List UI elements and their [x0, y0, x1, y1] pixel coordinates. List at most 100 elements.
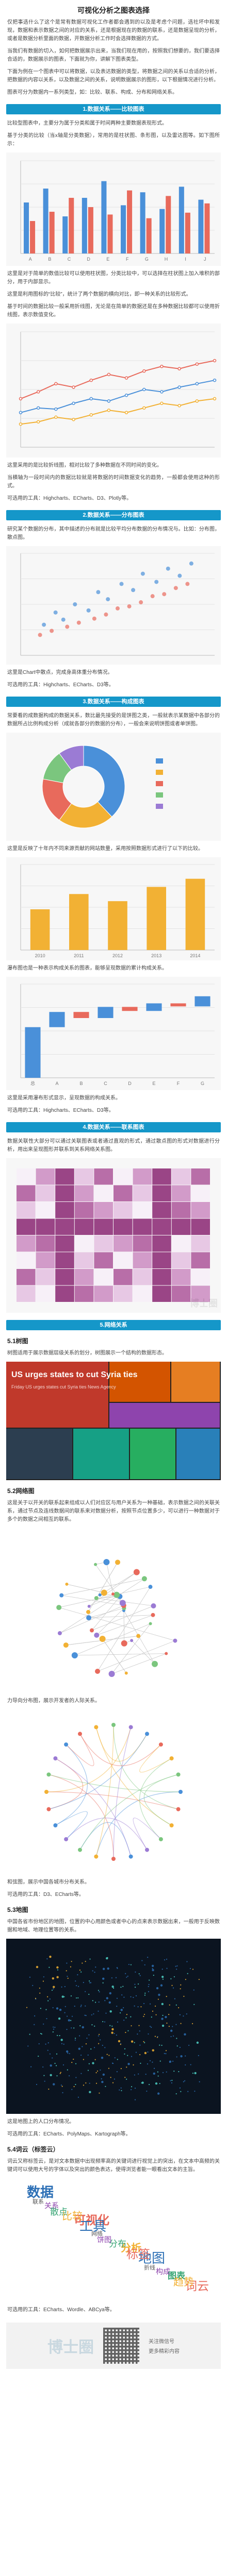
map-dot — [185, 1979, 186, 1980]
map-dot — [179, 2087, 181, 2089]
heatmap-cell — [36, 1185, 55, 1201]
map-dot — [29, 1976, 31, 1978]
figure-stacked-bar: 2010 2011 2012 2013 2014 — [6, 857, 221, 960]
map-dot — [185, 2055, 186, 2057]
map-dot — [113, 2078, 116, 2080]
map-dot — [92, 2000, 93, 2002]
map-dot — [74, 2005, 75, 2007]
map-dot — [49, 1998, 51, 2000]
map-dot — [85, 1991, 86, 1992]
map-dot — [131, 2086, 133, 2088]
scatter-point — [76, 620, 81, 625]
chord-node — [94, 1725, 99, 1730]
network-node — [149, 1622, 152, 1625]
network-node — [119, 1600, 126, 1606]
map-dot — [100, 2069, 101, 2071]
map-dot — [77, 1986, 79, 1987]
network-node — [133, 1569, 140, 1575]
chord-link — [95, 1727, 148, 1762]
heatmap-cell — [133, 1252, 152, 1268]
bar — [24, 202, 29, 253]
section-text: 基于时间的数据比较一般采用折线图，无论是在简单的数据还是在多种数据比较都可以使用… — [7, 304, 220, 318]
map-dot — [127, 2030, 129, 2031]
heatmap-cell — [113, 1185, 133, 1201]
scatter-point — [162, 592, 167, 597]
scatter-point — [131, 588, 136, 592]
map-dot — [180, 2091, 182, 2092]
map-dot — [149, 2026, 151, 2027]
heatmap-cell — [113, 1269, 133, 1285]
heatmap-cell — [74, 1168, 94, 1185]
x-tick-label: G — [145, 257, 149, 262]
network-node — [94, 1632, 100, 1638]
map-dot — [101, 2078, 102, 2080]
subsection-title: 5.1树图 — [7, 1337, 28, 1345]
bar-chart: A B C D E F G H I J — [20, 160, 215, 262]
map-dot — [184, 2033, 186, 2036]
bar — [140, 192, 145, 253]
section-text: 这里是反映了十年内不同来源贡献的网站数量，采用按照数据形式进行了以下的比较。 — [7, 846, 203, 852]
network-edge — [131, 1640, 155, 1665]
map-dot — [43, 2023, 44, 2025]
qr-code — [103, 2328, 139, 2364]
network-node — [94, 1563, 98, 1566]
map-dot — [29, 2033, 30, 2035]
map-dot — [80, 2054, 82, 2056]
map-dot — [151, 2016, 152, 2018]
figure-treemap: US urges states to cut Syria ties Friday … — [6, 1362, 221, 1480]
force-network-graph — [56, 1558, 177, 1677]
map-dot — [71, 1961, 72, 1962]
map-dot — [180, 1984, 182, 1986]
map-dot — [71, 2015, 73, 2017]
bar — [166, 196, 171, 253]
map-dot — [98, 2035, 99, 2037]
map-dot — [119, 2012, 121, 2014]
map-dot — [111, 1985, 114, 1988]
map-dot — [34, 2015, 36, 2016]
line-point — [213, 397, 217, 401]
x-tick-label: C — [104, 1081, 107, 1086]
map-dot — [53, 1986, 55, 1988]
heatmap-cell — [113, 1168, 133, 1185]
scatter-point — [96, 590, 101, 595]
map-dot — [119, 2089, 120, 2091]
map-dot — [111, 2025, 113, 2027]
map-dot — [80, 2073, 82, 2074]
treemap-tile — [6, 1362, 108, 1428]
scatter-point — [189, 561, 193, 566]
figure-bar-chart: A B C D E F G H I J — [6, 152, 221, 266]
map-dot — [71, 2089, 73, 2090]
line-point — [124, 376, 128, 380]
map-dot — [154, 2036, 156, 2037]
heatmap-cell — [17, 1168, 36, 1185]
pie-slice — [59, 745, 84, 771]
x-tick-label: J — [204, 257, 206, 262]
map-dot — [98, 1990, 100, 1991]
chord-link — [48, 1758, 84, 1810]
chord-link — [79, 1774, 179, 1850]
map-dot — [135, 1995, 137, 1996]
footer-promo: 博士圈 关注微信号 更多精彩内容 — [6, 2323, 221, 2369]
cloud-word: 比较 — [62, 2210, 83, 2222]
series-line — [20, 360, 215, 399]
map-dot — [61, 1995, 64, 1998]
line-point — [177, 367, 181, 370]
heatmap-cell — [74, 1269, 94, 1285]
map-dot — [174, 1998, 175, 1999]
map-dot — [82, 2046, 83, 2047]
map-dot — [94, 2025, 95, 2027]
map-dot — [80, 2004, 82, 2006]
map-dot — [130, 2016, 132, 2018]
chord-node — [145, 1848, 149, 1852]
map-dot — [135, 1987, 136, 1988]
map-dot — [83, 2059, 84, 2060]
map-dot — [26, 2007, 28, 2008]
network-node — [108, 1670, 115, 1677]
scatter-point — [150, 594, 155, 599]
legend-swatch — [156, 781, 163, 786]
map-dot — [131, 2040, 134, 2043]
map-dot — [89, 2082, 90, 2084]
map-dot — [89, 2091, 91, 2093]
map-dot — [45, 2009, 47, 2010]
map-dot — [147, 2051, 149, 2053]
